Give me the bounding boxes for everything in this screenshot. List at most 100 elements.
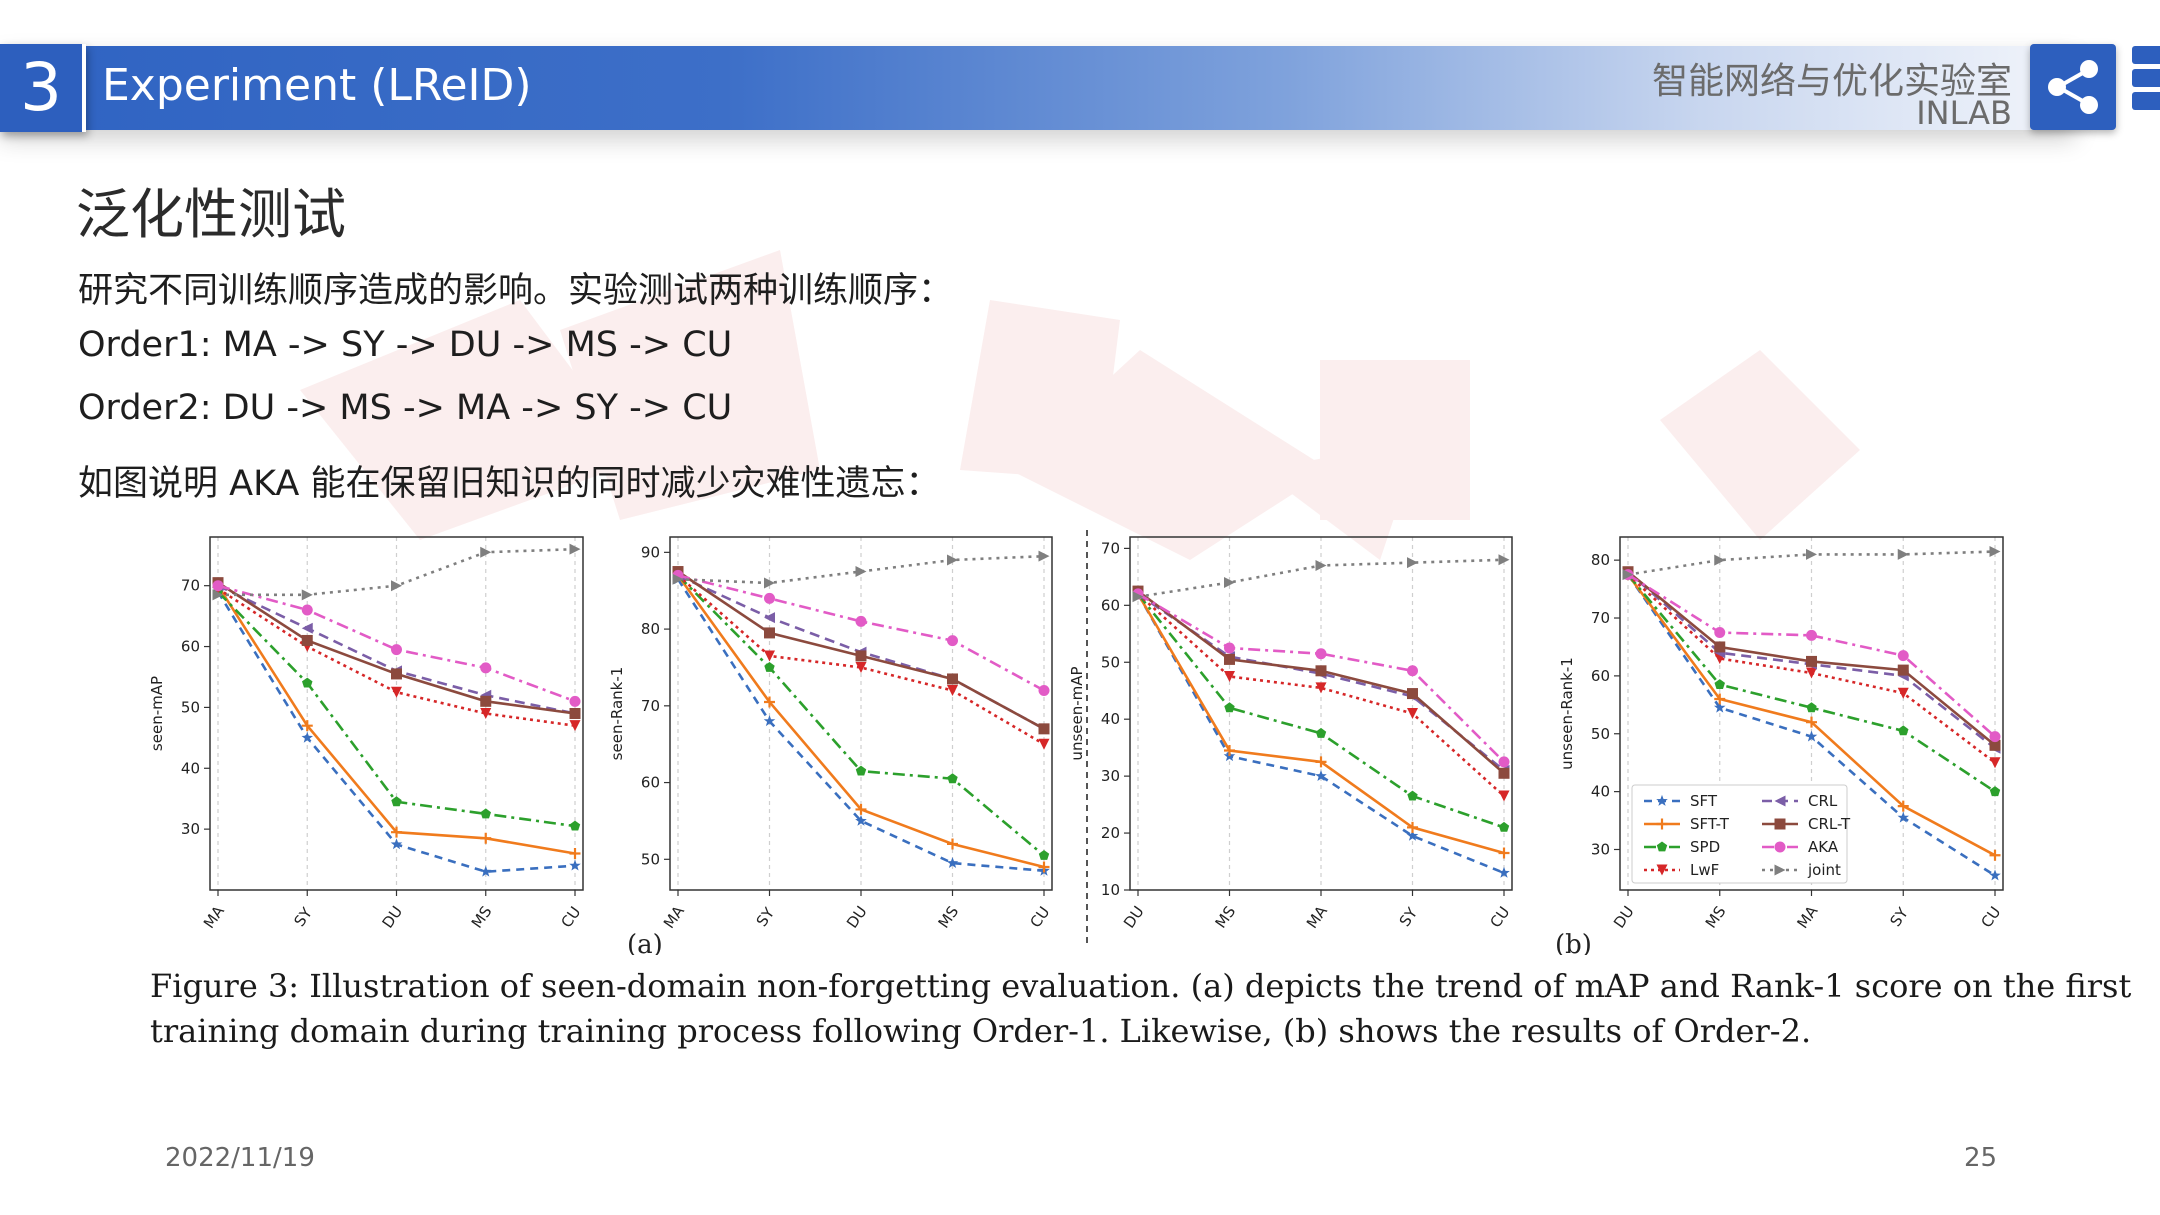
share-button[interactable] [2030, 44, 2116, 130]
data-point-SFT-T [1315, 756, 1327, 768]
data-point-AKA [947, 635, 958, 647]
side-tab[interactable] [2132, 46, 2160, 64]
x-tick-label: MA [1303, 902, 1331, 932]
data-point-LwF [1897, 687, 1909, 699]
legend-label: SPD [1690, 838, 1720, 856]
x-tick-label: MS [935, 903, 963, 932]
data-point-AKA [212, 580, 224, 592]
data-point-CRL-T [301, 634, 313, 646]
data-point-SFT [390, 838, 403, 850]
legend-label: CRL-T [1808, 815, 1851, 833]
data-point-LwF [391, 686, 402, 698]
data-point-AKA [1806, 629, 1817, 641]
x-tick-label: DU [1120, 903, 1148, 932]
y-tick-label: 60 [1101, 596, 1120, 614]
data-point-SPD [1898, 725, 1909, 736]
data-point-SPD [855, 765, 867, 776]
series-line-joint [677, 554, 1045, 585]
x-tick-label: SY [290, 904, 316, 930]
section-subtitle: 泛化性测试 [76, 183, 346, 246]
series-line-SPD [1136, 593, 1505, 829]
y-tick-label: 50 [1101, 653, 1120, 671]
x-tick-label: CU [1486, 903, 1513, 931]
data-point-LwF [1038, 738, 1050, 750]
data-point-SFT [301, 731, 313, 743]
data-point-CRL [301, 622, 313, 634]
data-point-SFT [569, 859, 581, 871]
page-number: 25 [1964, 1143, 1998, 1173]
data-point-SFT [946, 857, 959, 868]
data-point-CRL-T [1407, 688, 1418, 700]
side-tab[interactable] [2132, 92, 2160, 110]
x-tick-label: SY [1886, 904, 1912, 930]
legend-label: joint [1807, 861, 1841, 879]
legend-marker-SFT-T [1656, 818, 1668, 830]
data-point-LwF [1407, 708, 1418, 719]
side-tab[interactable] [2132, 69, 2160, 87]
y-tick-label: 40 [1101, 710, 1120, 728]
y-tick-label: 70 [1591, 609, 1610, 627]
y-tick-label: 20 [1101, 824, 1120, 842]
data-point-joint [672, 573, 684, 585]
data-point-AKA [1498, 756, 1510, 768]
data-point-AKA [1897, 650, 1909, 662]
data-point-SPD [764, 662, 775, 672]
x-tick-label: MA [200, 902, 228, 932]
data-point-joint [1897, 548, 1909, 560]
data-point-SFT-T [1714, 693, 1726, 705]
y-tick-label: 30 [181, 820, 200, 838]
data-point-LwF [764, 650, 775, 662]
data-point-SPD [480, 808, 491, 819]
section-number: 3 [20, 49, 62, 126]
axes-frame [1129, 536, 1513, 891]
x-tick-label: MS [468, 903, 496, 932]
data-point-joint [480, 546, 492, 558]
data-point-AKA [391, 644, 402, 656]
data-point-joint [1806, 548, 1817, 560]
y-tick-label: 10 [1101, 881, 1120, 899]
x-tick-label: MS [1702, 903, 1730, 932]
data-point-SFT [763, 715, 776, 727]
legend-marker-SPD [1656, 841, 1668, 852]
data-point-CRL-T [1897, 664, 1909, 676]
series-line-AKA [1137, 592, 1505, 763]
slide-title: Experiment (LReID) [102, 60, 532, 111]
series-line-LwF [217, 587, 576, 727]
y-tick-label: 80 [641, 620, 660, 638]
data-point-SPD [1714, 679, 1725, 689]
footer-date: 2022/11/19 [165, 1143, 315, 1173]
data-point-SFT-T [391, 826, 402, 838]
data-point-AKA [1038, 684, 1050, 696]
data-point-joint [1315, 559, 1327, 571]
data-point-joint [1714, 554, 1726, 566]
data-point-AKA [1714, 626, 1726, 638]
data-point-joint [855, 566, 867, 578]
data-point-joint [1498, 554, 1510, 566]
data-point-AKA [1224, 642, 1235, 654]
y-tick-label: 60 [641, 774, 660, 792]
data-point-SFT [1805, 730, 1818, 742]
series-line-SPD [1627, 573, 1996, 793]
data-point-CRL-T [391, 668, 402, 680]
series-line-SFT [1136, 593, 1505, 875]
data-point-LwF [1224, 670, 1235, 682]
data-point-SFT-T [1038, 861, 1050, 873]
caption-line: Figure 3: Illustration of seen-domain no… [150, 967, 2132, 1005]
data-point-joint [569, 543, 581, 555]
data-point-joint [1132, 591, 1144, 603]
series-line-LwF [1137, 592, 1505, 798]
data-point-SFT-T [569, 847, 581, 859]
data-point-AKA [1315, 648, 1327, 660]
data-point-LwF [569, 720, 581, 732]
data-point-CRL-T [480, 695, 492, 707]
body-text-line: 研究不同训练顺序造成的影响。实验测试两种训练顺序： [78, 271, 954, 311]
data-point-CRL [764, 612, 775, 624]
data-point-joint [1622, 569, 1634, 581]
y-tick-label: 70 [641, 697, 660, 715]
side-tabs [2132, 46, 2160, 132]
data-point-LwF [1989, 757, 2001, 769]
panel-b-label: (b) [1555, 930, 1592, 955]
data-point-CRL-T [855, 650, 867, 662]
chart-seen-Rank-1: MA SY DU MS CU 50 60 70 80 90 seen-Rank-1 [608, 536, 1053, 932]
